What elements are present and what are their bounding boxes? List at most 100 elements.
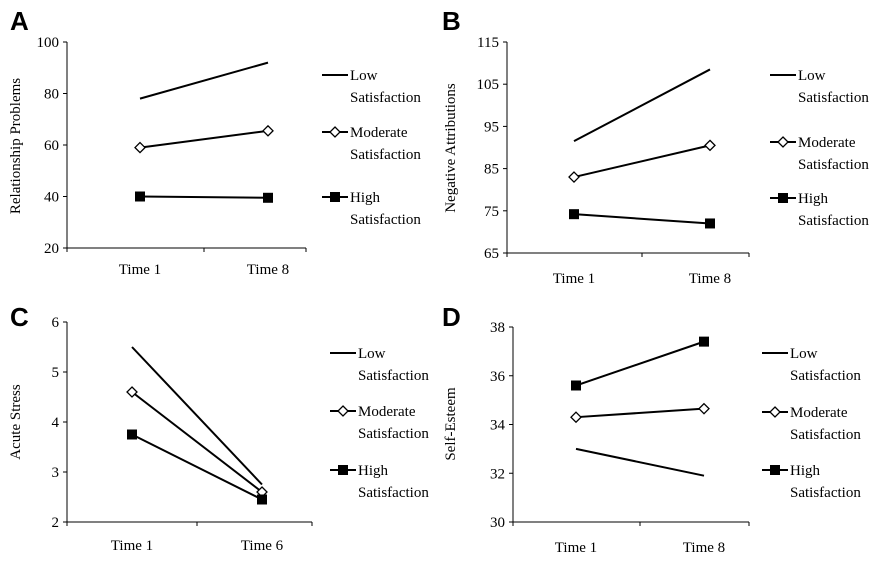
data-point <box>570 411 582 424</box>
legend-label: Satisfaction <box>790 485 861 501</box>
chart-panel-a: A 20 40 60 80 100 Time 1 Time 8 Relationship Pro… <box>8 6 421 278</box>
legend-label: Satisfaction <box>358 368 429 384</box>
legend-label: Moderate <box>798 135 856 151</box>
legend-label: High <box>798 191 829 207</box>
legend-swatch-marker <box>769 406 781 418</box>
legend-label: Satisfaction <box>798 90 869 106</box>
y-tick-label: 20 <box>44 241 59 257</box>
data-point <box>568 171 580 183</box>
series-low-satisfaction <box>131 346 263 486</box>
legend-label: Satisfaction <box>798 213 869 229</box>
series-moderate-satisfaction <box>126 386 268 498</box>
data-point <box>571 380 581 391</box>
series-low-satisfaction <box>575 447 705 477</box>
legend-swatch-marker <box>329 126 341 138</box>
data-point <box>698 402 710 415</box>
series-low-satisfaction <box>573 68 711 143</box>
data-point <box>126 386 138 398</box>
y-tick-label: 100 <box>37 35 60 51</box>
legend-label: Satisfaction <box>358 485 429 501</box>
data-point <box>569 209 579 220</box>
y-axis-title: Relationship Problems <box>8 78 24 214</box>
x-tick-label: Time 8 <box>683 540 725 556</box>
series-line <box>575 340 705 387</box>
chart-panel-b: B 65 75 85 95 105 115 Time 1 Time 8 Negative Attr… <box>442 6 869 287</box>
legend-item: Low Satisfaction <box>770 68 869 106</box>
y-tick-label: 30 <box>490 515 505 531</box>
series-line <box>573 213 711 225</box>
legend-item: Moderate Satisfaction <box>322 125 421 163</box>
x-tick-label: Time 1 <box>553 271 595 287</box>
data-point <box>262 124 274 137</box>
series-line <box>139 129 269 149</box>
legend-label: High <box>358 463 389 479</box>
legend-item: High Satisfaction <box>330 463 429 501</box>
x-tick-label: Time 6 <box>241 538 284 554</box>
y-tick-label: 85 <box>484 162 499 178</box>
x-tick-label: Time 1 <box>119 262 161 278</box>
panel-letter: B <box>442 6 461 36</box>
panel-letter: C <box>10 302 29 332</box>
series-high-satisfaction <box>571 336 709 391</box>
series-high-satisfaction <box>569 209 715 229</box>
data-point <box>134 141 146 154</box>
chart-panel-c: C 2 3 4 5 6 Time 1 Time 6 Acute Stress Low Satisfa… <box>8 302 429 554</box>
series-moderate-satisfaction <box>568 139 716 183</box>
data-point <box>704 139 716 152</box>
x-tick-label: Time 1 <box>555 540 597 556</box>
legend-label: Low <box>790 346 818 362</box>
series-low-satisfaction <box>139 61 269 100</box>
y-tick-label: 6 <box>52 315 60 331</box>
legend-item: Low Satisfaction <box>762 346 861 384</box>
legend-swatch-marker <box>330 192 340 202</box>
legend-label: Satisfaction <box>350 147 421 163</box>
y-tick-label: 2 <box>52 515 60 531</box>
data-point <box>135 191 145 202</box>
legend-label: Satisfaction <box>790 427 861 443</box>
series-moderate-satisfaction <box>570 402 710 424</box>
legend-swatch-marker <box>338 465 348 475</box>
legend-item: Low Satisfaction <box>330 346 429 384</box>
legend-label: Satisfaction <box>350 212 421 228</box>
series-line <box>573 144 711 179</box>
legend-item: Moderate Satisfaction <box>770 135 869 173</box>
y-tick-label: 80 <box>44 87 59 103</box>
y-tick-label: 75 <box>484 204 499 220</box>
y-tick-label: 40 <box>44 190 59 206</box>
y-tick-label: 5 <box>52 365 60 381</box>
legend-label: Moderate <box>350 125 408 141</box>
data-point <box>705 218 715 229</box>
legend-label: Moderate <box>790 405 848 421</box>
legend-item: High Satisfaction <box>322 190 421 228</box>
series-line <box>575 407 705 419</box>
data-point <box>263 192 273 203</box>
y-tick-label: 60 <box>44 138 59 154</box>
series-high-satisfaction <box>135 191 273 203</box>
data-point <box>699 336 709 347</box>
legend-label: High <box>790 463 821 479</box>
legend-item: Moderate Satisfaction <box>330 404 429 442</box>
x-tick-label: Time 1 <box>111 538 153 554</box>
legend-label: Low <box>350 68 378 84</box>
panel-letter: A <box>10 6 29 36</box>
y-tick-label: 105 <box>477 77 500 93</box>
series-line <box>131 391 263 493</box>
data-point <box>127 429 137 440</box>
y-tick-label: 3 <box>52 465 60 481</box>
y-axis-title: Self-Esteem <box>443 387 459 461</box>
legend-item: High Satisfaction <box>770 191 869 229</box>
series-line <box>573 68 711 143</box>
y-axis-title: Acute Stress <box>8 384 24 460</box>
legend-swatch-marker <box>777 136 789 148</box>
legend-item: Moderate Satisfaction <box>762 405 861 443</box>
y-tick-label: 95 <box>484 119 499 135</box>
legend-item: Low Satisfaction <box>322 68 421 106</box>
y-tick-label: 65 <box>484 246 499 262</box>
legend-label: Moderate <box>358 404 416 420</box>
x-tick-label: Time 8 <box>689 271 731 287</box>
series-moderate-satisfaction <box>134 124 274 154</box>
series-line <box>139 61 269 100</box>
legend-swatch-marker <box>337 405 349 417</box>
legend-label: Satisfaction <box>358 426 429 442</box>
